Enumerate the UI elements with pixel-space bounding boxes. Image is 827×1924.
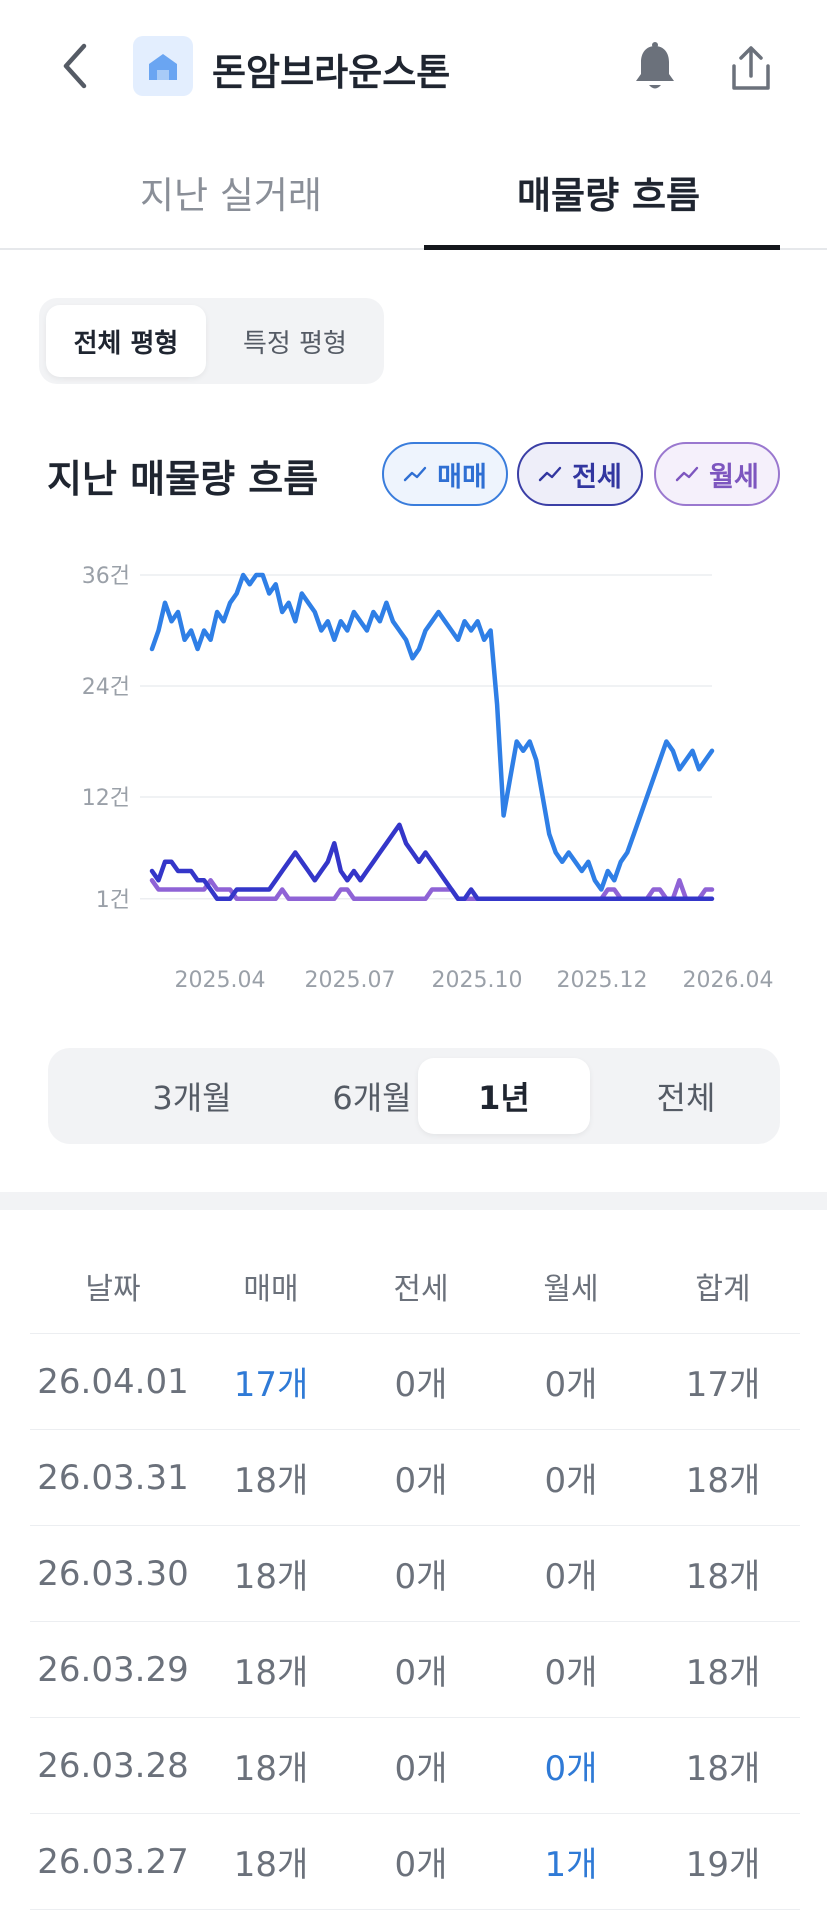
cell-wolse: 0개 — [544, 1365, 598, 1405]
complex-icon — [133, 36, 193, 96]
series-line-wolse — [149, 878, 715, 902]
cell-date: 26.04.01 — [37, 1361, 189, 1402]
table-row: 26.03.31 18개 0개 0개 18개 — [30, 1430, 800, 1526]
legend-chip-label: 매매 — [437, 461, 487, 493]
area-specific-button[interactable]: 특정 평형 — [243, 328, 347, 359]
cell-sale: 18개 — [233, 1461, 309, 1501]
cell-jeonse: 0개 — [394, 1557, 448, 1597]
active-tab-indicator — [424, 245, 780, 250]
cell-date: 26.03.31 — [37, 1457, 189, 1498]
cell-wolse: 0개 — [544, 1749, 598, 1789]
period-6m-button[interactable]: 6개월 — [332, 1079, 412, 1117]
cell-total: 17개 — [685, 1365, 761, 1405]
x-tick-label: 2025.12 — [557, 968, 648, 993]
area-all-button[interactable]: 전체 평형 — [46, 305, 206, 377]
series-line-jeonse — [149, 822, 715, 902]
trend-line-icon — [538, 466, 562, 482]
y-tick-label: 24건 — [82, 675, 130, 700]
legend-chip-wolse[interactable]: 월세 — [654, 442, 780, 506]
cell-date: 26.03.28 — [37, 1745, 189, 1786]
notification-button[interactable] — [630, 40, 680, 96]
legend-chip-jeonse[interactable]: 전세 — [517, 442, 643, 506]
series-line-sale — [149, 572, 715, 892]
cell-sale: 18개 — [233, 1557, 309, 1597]
x-tick-label: 2026.04 — [683, 968, 774, 993]
share-button[interactable] — [726, 40, 776, 96]
cell-jeonse: 0개 — [394, 1653, 448, 1693]
listing-table: 날짜 매매 전세 월세 합계 26.04.01 17개 0개 0개 17개 26… — [30, 1238, 800, 1910]
cell-total: 18개 — [685, 1749, 761, 1789]
cell-total: 18개 — [685, 1557, 761, 1597]
header-sale: 매매 — [243, 1271, 299, 1307]
table-row: 26.04.01 17개 0개 0개 17개 — [30, 1334, 800, 1430]
cell-sale: 17개 — [233, 1365, 309, 1405]
x-tick-label: 2025.10 — [432, 968, 523, 993]
cell-wolse: 0개 — [544, 1653, 598, 1693]
y-tick-label: 12건 — [82, 786, 130, 811]
cell-sale: 18개 — [233, 1845, 309, 1885]
section-divider — [0, 1192, 827, 1210]
bell-icon — [636, 42, 674, 89]
trend-line-icon — [403, 466, 427, 482]
cell-total: 18개 — [685, 1461, 761, 1501]
tab-past-transactions[interactable]: 지난 실거래 — [140, 174, 322, 217]
cell-wolse: 1개 — [544, 1845, 598, 1885]
cell-total: 18개 — [685, 1653, 761, 1693]
period-all-button[interactable]: 전체 — [656, 1079, 716, 1117]
header: 돈암브라운스톤 — [0, 0, 827, 135]
cell-wolse: 0개 — [544, 1461, 598, 1501]
cell-sale: 18개 — [233, 1653, 309, 1693]
legend-chip-sale[interactable]: 매매 — [382, 442, 508, 506]
cell-date: 26.03.30 — [37, 1553, 189, 1594]
table-row: 26.03.29 18개 0개 0개 18개 — [30, 1622, 800, 1718]
cell-sale: 18개 — [233, 1749, 309, 1789]
cell-date: 26.03.27 — [37, 1841, 189, 1882]
table-row: 26.03.27 18개 0개 1개 19개 — [30, 1814, 800, 1910]
y-tick-label: 36건 — [82, 564, 130, 589]
legend-chip-label: 월세 — [709, 461, 759, 493]
page-title: 돈암브라운스톤 — [212, 51, 451, 94]
header-jeonse: 전세 — [393, 1271, 449, 1307]
trend-line-icon — [675, 466, 699, 482]
tab-bar: 지난 실거래 매물량 흐름 — [0, 135, 827, 250]
header-wolse: 월세 — [543, 1271, 599, 1307]
cell-jeonse: 0개 — [394, 1845, 448, 1885]
x-tick-label: 2025.04 — [175, 968, 266, 993]
tab-listing-flow[interactable]: 매물량 흐름 — [517, 174, 701, 217]
period-1y-button[interactable]: 1년 — [418, 1058, 590, 1134]
area-type-selector: 전체 평형 특정 평형 — [39, 298, 384, 384]
x-tick-label: 2025.07 — [305, 968, 396, 993]
cell-jeonse: 0개 — [394, 1365, 448, 1405]
cell-jeonse: 0개 — [394, 1461, 448, 1501]
share-icon — [732, 46, 770, 90]
chevron-left-icon — [63, 43, 87, 89]
cell-date: 26.03.29 — [37, 1649, 189, 1690]
table-row: 26.03.30 18개 0개 0개 18개 — [30, 1526, 800, 1622]
header-date: 날짜 — [85, 1271, 141, 1307]
period-3m-button[interactable]: 3개월 — [152, 1079, 232, 1117]
table-row: 26.03.28 18개 0개 0개 18개 — [30, 1718, 800, 1814]
header-total: 합계 — [695, 1271, 751, 1307]
listing-flow-chart: 36건 24건 12건 1건 2025.04 2025.07 2025.10 2025.12 2… — [82, 564, 774, 993]
section-title: 지난 매물량 흐름 — [47, 457, 319, 501]
table-header: 날짜 매매 전세 월세 합계 — [30, 1238, 800, 1334]
cell-jeonse: 0개 — [394, 1749, 448, 1789]
cell-total: 19개 — [685, 1845, 761, 1885]
back-button[interactable] — [56, 38, 96, 94]
legend-chip-label: 전세 — [572, 461, 622, 493]
cell-wolse: 0개 — [544, 1557, 598, 1597]
period-selector: 3개월 6개월 1년 전체 — [48, 1048, 780, 1144]
y-tick-label: 1건 — [96, 888, 130, 913]
